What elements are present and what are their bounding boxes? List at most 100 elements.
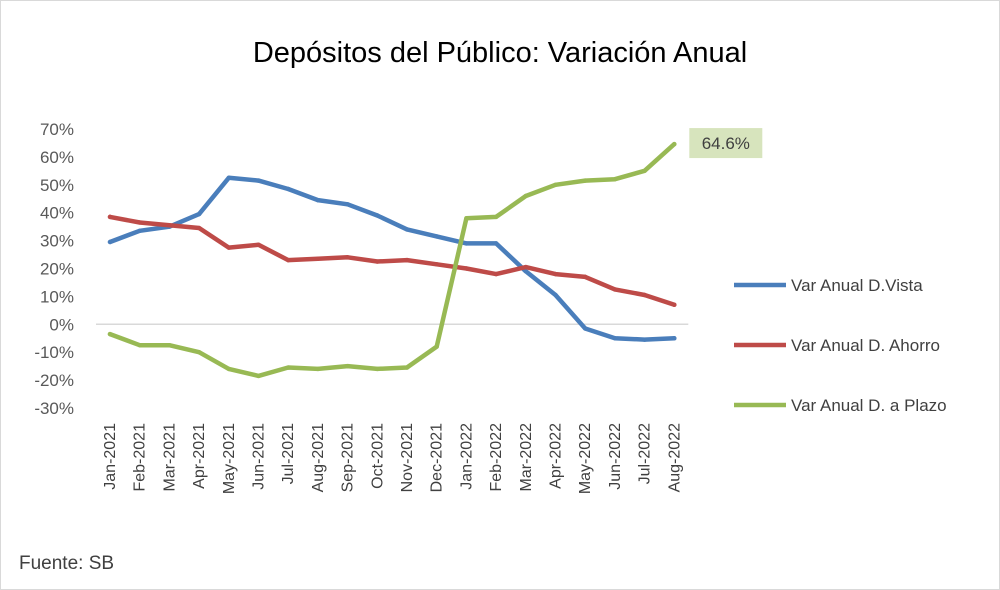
- x-tick-label: Feb-2021: [132, 423, 149, 492]
- data-point: [345, 255, 350, 260]
- data-point: [672, 336, 677, 341]
- data-point: [464, 216, 469, 221]
- data-point: [583, 326, 588, 331]
- y-tick-label: 40%: [40, 204, 74, 223]
- data-point: [612, 287, 618, 292]
- data-point: [672, 141, 677, 147]
- y-tick-label: 60%: [40, 148, 74, 167]
- data-point: [286, 365, 291, 370]
- x-tick-label: Feb-2022: [488, 423, 505, 492]
- x-tick-label: Aug-2022: [666, 423, 683, 492]
- data-point: [493, 271, 499, 277]
- data-point: [196, 350, 202, 355]
- x-tick-label: Nov-2021: [399, 423, 416, 492]
- data-point: [434, 262, 439, 267]
- data-point: [345, 202, 350, 207]
- x-tick-label: Jul-2022: [637, 423, 654, 484]
- data-point: [286, 257, 291, 263]
- data-point: [523, 193, 528, 199]
- x-tick-label: Jan-2021: [102, 423, 119, 490]
- x-tick-label: May-2021: [221, 423, 238, 494]
- data-point: [464, 241, 469, 246]
- data-point: [315, 197, 321, 203]
- y-tick-label: -10%: [34, 343, 74, 362]
- data-point: [672, 302, 677, 307]
- series-line-var-anual-d-ahorro: [107, 214, 677, 308]
- x-tick-label: Jul-2021: [280, 423, 297, 484]
- y-tick-label: 0%: [49, 315, 74, 334]
- data-point: [315, 366, 321, 372]
- data-point: [493, 214, 499, 220]
- data-point: [107, 239, 113, 245]
- data-point: [434, 344, 439, 349]
- series-line-var-anual-d-a-plazo: [107, 141, 677, 379]
- data-point: [167, 343, 172, 348]
- data-point: [286, 186, 291, 192]
- data-point: [434, 234, 439, 239]
- data-point: [226, 366, 231, 372]
- data-point: [375, 366, 380, 372]
- data-point: [493, 241, 499, 246]
- data-point: [404, 227, 410, 232]
- data-point: [583, 274, 588, 280]
- data-point: [464, 266, 469, 271]
- legend-label: Var Anual D. Ahorro: [791, 336, 940, 355]
- x-tick-label: Dec-2021: [429, 423, 446, 492]
- data-point: [553, 182, 558, 187]
- data-point: [612, 177, 618, 182]
- data-point: [375, 259, 380, 264]
- data-point: [256, 178, 261, 183]
- data-point: [226, 175, 231, 181]
- legend-label: Var Anual D. a Plazo: [791, 396, 947, 415]
- data-label-box: [689, 128, 763, 159]
- data-point: [375, 213, 380, 218]
- x-tick-label: Jun-2021: [251, 423, 268, 490]
- data-point: [642, 337, 647, 342]
- y-tick-label: 70%: [40, 120, 74, 139]
- x-tick-label: May-2022: [577, 423, 594, 494]
- x-tick-label: Aug-2021: [310, 423, 327, 492]
- x-tick-label: Mar-2021: [161, 423, 178, 492]
- data-point: [196, 211, 202, 217]
- y-tick-label: 20%: [40, 260, 74, 279]
- data-point: [256, 242, 261, 247]
- data-point: [137, 228, 142, 234]
- x-tick-label: Apr-2021: [191, 423, 208, 489]
- data-point: [196, 225, 202, 231]
- x-tick-label: Mar-2022: [518, 423, 535, 492]
- data-point: [523, 264, 528, 270]
- data-point: [315, 256, 321, 261]
- series-line-var-anual-d-vista: [107, 175, 677, 342]
- y-tick-label: 50%: [40, 176, 74, 195]
- data-point: [404, 257, 410, 263]
- data-point: [404, 365, 410, 370]
- data-point: [642, 168, 647, 174]
- data-point: [107, 331, 113, 337]
- data-point: [553, 271, 558, 277]
- chart-title: Depósitos del Público: Variación Anual: [252, 37, 748, 69]
- data-point: [256, 373, 261, 379]
- data-point: [553, 292, 558, 298]
- data-point: [107, 214, 113, 220]
- data-point: [583, 178, 588, 183]
- x-tick-label: Apr-2022: [548, 423, 565, 489]
- data-point: [523, 269, 528, 274]
- y-tick-label: 30%: [40, 232, 74, 251]
- data-point: [137, 220, 142, 225]
- y-tick-label: -30%: [34, 399, 74, 418]
- y-tick-label: -20%: [34, 371, 74, 390]
- data-point: [612, 336, 618, 341]
- y-tick-label: 10%: [40, 287, 74, 306]
- data-point: [345, 363, 350, 369]
- data-label: 64.6%: [702, 134, 750, 153]
- legend-label: Var Anual D.Vista: [791, 276, 923, 295]
- data-point: [642, 292, 647, 298]
- x-tick-label: Oct-2021: [369, 423, 386, 489]
- x-tick-label: Jan-2022: [458, 423, 475, 490]
- data-point: [137, 343, 142, 348]
- data-point: [226, 245, 231, 250]
- x-tick-label: Sep-2021: [340, 423, 357, 492]
- data-point: [167, 223, 172, 228]
